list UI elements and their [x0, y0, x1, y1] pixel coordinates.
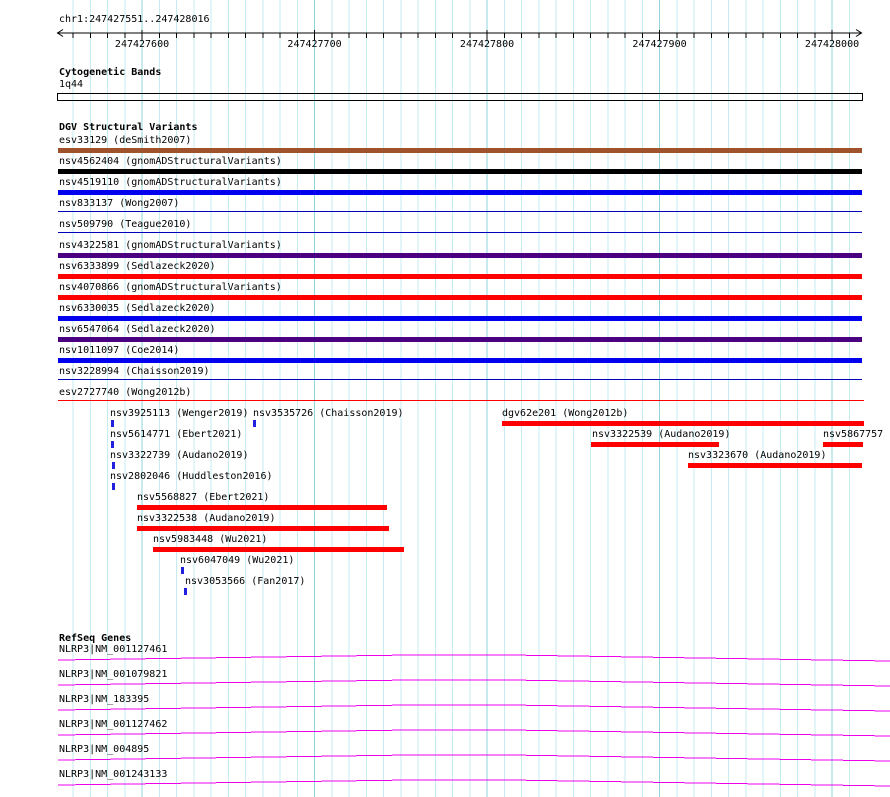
refseq-gene-model — [57, 729, 890, 737]
refseq-gene-label[interactable]: NLRP3|NM_001243133 — [59, 769, 168, 780]
dgv-variant-label[interactable]: nsv5614771 (Ebert2021) — [110, 429, 243, 440]
refseq-gene-label[interactable]: NLRP3|NM_001127462 — [59, 719, 168, 730]
dgv-variant-bar[interactable] — [137, 526, 389, 531]
dgv-variant-bar[interactable] — [137, 505, 387, 510]
dgv-variant-label[interactable]: nsv4519110 (gnomADStructuralVariants) — [59, 177, 282, 188]
dgv-variant-label[interactable]: nsv4562404 (gnomADStructuralVariants) — [59, 156, 282, 167]
refseq-gene-label[interactable]: NLRP3|NM_001127461 — [59, 644, 168, 655]
dgv-variant-bar[interactable] — [58, 316, 862, 321]
dgv-variant-point[interactable] — [181, 567, 184, 574]
dgv-variant-label[interactable]: esv33129 (deSmith2007) — [59, 135, 192, 146]
dgv-variant-bar[interactable] — [153, 547, 404, 552]
dgv-variant-label[interactable]: dgv62e201 (Wong2012b) — [502, 408, 629, 419]
dgv-variant-label[interactable]: nsv4070866 (gnomADStructuralVariants) — [59, 282, 282, 293]
ruler-tick-label: 247427600 — [114, 39, 170, 50]
region-title: chr1:247427551..247428016 — [59, 14, 210, 25]
dgv-variant-bar[interactable] — [502, 421, 864, 426]
dgv-variant-label[interactable]: nsv3925113 (Wenger2019) — [110, 408, 249, 419]
dgv-variant-thin-line[interactable] — [58, 400, 864, 401]
refseq-gene-model — [57, 779, 890, 787]
dgv-variant-label[interactable]: nsv3322739 (Audano2019) — [110, 450, 249, 461]
dgv-variant-point[interactable] — [111, 420, 114, 427]
refseq-header: RefSeq Genes — [59, 633, 132, 644]
dgv-variant-label[interactable]: nsv5867757 — [823, 429, 884, 440]
dgv-header: DGV Structural Variants — [59, 122, 198, 133]
cytoband-header: Cytogenetic Bands — [59, 67, 162, 78]
refseq-gene-model — [57, 754, 890, 762]
dgv-variant-point[interactable] — [111, 441, 114, 448]
dgv-variant-label[interactable]: nsv3228994 (Chaisson2019) — [59, 366, 210, 377]
dgv-variant-bar[interactable] — [591, 442, 719, 447]
dgv-variant-label[interactable]: nsv509790 (Teague2010) — [59, 219, 192, 230]
refseq-gene-model — [57, 704, 890, 712]
dgv-variant-thin-line[interactable] — [58, 211, 862, 212]
dgv-variant-label[interactable]: nsv3322539 (Audano2019) — [592, 429, 731, 440]
dgv-variant-point[interactable] — [253, 420, 256, 427]
refseq-gene-model — [57, 654, 890, 662]
dgv-variant-bar[interactable] — [823, 442, 863, 447]
cytoband-name[interactable]: 1q44 — [59, 79, 84, 90]
dgv-variant-bar[interactable] — [58, 337, 862, 342]
dgv-variant-bar[interactable] — [58, 169, 862, 174]
dgv-variant-point[interactable] — [112, 462, 115, 469]
dgv-variant-label[interactable]: nsv5983448 (Wu2021) — [153, 534, 268, 545]
refseq-gene-label[interactable]: NLRP3|NM_183395 — [59, 694, 150, 705]
dgv-variant-bar[interactable] — [58, 295, 862, 300]
refseq-gene-label[interactable]: NLRP3|NM_001079821 — [59, 669, 168, 680]
dgv-variant-bar[interactable] — [58, 274, 862, 279]
dgv-variant-label[interactable]: nsv3323670 (Audano2019) — [688, 450, 827, 461]
dgv-variant-bar[interactable] — [58, 190, 862, 195]
dgv-variant-thin-line[interactable] — [58, 232, 862, 233]
ruler-left-arrow-icon — [56, 29, 64, 37]
cytoband-bar[interactable] — [57, 93, 863, 101]
refseq-gene-label[interactable]: NLRP3|NM_004895 — [59, 744, 150, 755]
dgv-variant-label[interactable]: nsv3053566 (Fan2017) — [185, 576, 306, 587]
dgv-variant-label[interactable]: nsv6333899 (Sedlazeck2020) — [59, 261, 216, 272]
dgv-variant-label[interactable]: nsv6047049 (Wu2021) — [180, 555, 295, 566]
dgv-variant-bar[interactable] — [688, 463, 862, 468]
dgv-variant-point[interactable] — [112, 483, 115, 490]
dgv-variant-label[interactable]: nsv1011097 (Coe2014) — [59, 345, 180, 356]
dgv-variant-label[interactable]: nsv4322581 (gnomADStructuralVariants) — [59, 240, 282, 251]
dgv-variant-bar[interactable] — [58, 358, 862, 363]
dgv-variant-bar[interactable] — [58, 253, 862, 258]
dgv-variant-label[interactable]: nsv2802046 (Huddleston2016) — [110, 471, 273, 482]
dgv-variant-label[interactable]: nsv5568827 (Ebert2021) — [137, 492, 270, 503]
dgv-variant-label[interactable]: esv2727740 (Wong2012b) — [59, 387, 192, 398]
dgv-variant-label[interactable]: nsv3322538 (Audano2019) — [137, 513, 276, 524]
refseq-gene-model — [57, 679, 890, 687]
dgv-variant-label[interactable]: nsv6330035 (Sedlazeck2020) — [59, 303, 216, 314]
dgv-variant-thin-line[interactable] — [58, 379, 862, 380]
dgv-variant-point[interactable] — [184, 588, 187, 595]
ruler-tick-label: 247427700 — [287, 39, 342, 50]
dgv-variant-bar[interactable] — [58, 148, 862, 153]
ruler-tick-label: 247427800 — [459, 39, 515, 50]
ruler-tick-label: 247428000 — [804, 39, 860, 50]
ruler-tick-label: 247427900 — [632, 39, 687, 50]
dgv-variant-label[interactable]: nsv833137 (Wong2007) — [59, 198, 180, 209]
dgv-variant-label[interactable]: nsv3535726 (Chaisson2019) — [253, 408, 404, 419]
dgv-variant-label[interactable]: nsv6547064 (Sedlazeck2020) — [59, 324, 216, 335]
ruler-right-arrow-icon — [855, 29, 863, 37]
